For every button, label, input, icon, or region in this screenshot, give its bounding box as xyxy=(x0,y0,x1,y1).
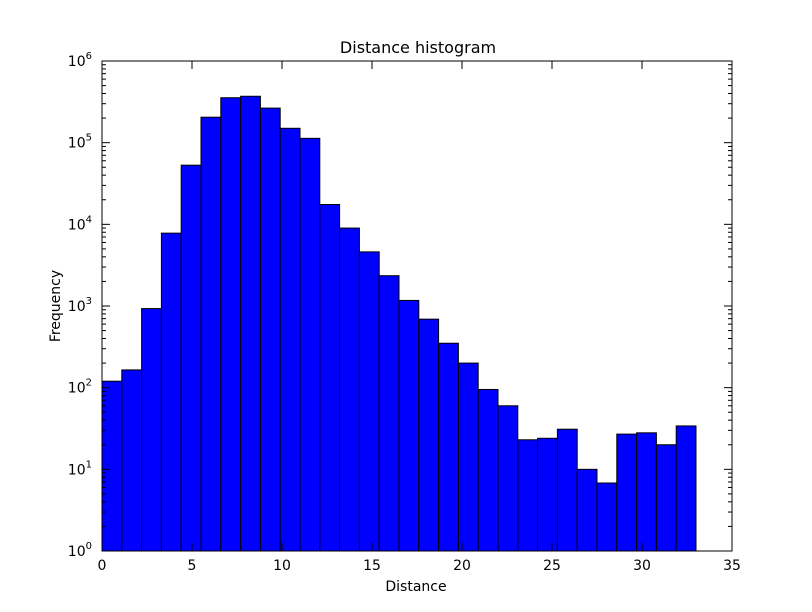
histogram-bar xyxy=(556,428,578,552)
histogram-bar xyxy=(279,127,301,552)
histogram-bar xyxy=(299,137,321,552)
histogram-bar xyxy=(259,107,281,552)
histogram-bar xyxy=(576,468,598,552)
histogram-bar xyxy=(675,425,697,552)
y-tick-label: 100 xyxy=(68,541,92,560)
histogram-bar xyxy=(240,95,261,552)
bars-group xyxy=(101,95,697,552)
histogram-bar xyxy=(655,444,677,552)
y-tick-label: 105 xyxy=(68,133,92,152)
y-tick-label: 101 xyxy=(68,459,92,478)
histogram-bar xyxy=(596,482,618,552)
histogram-bar xyxy=(160,232,182,552)
x-tick-label: 30 xyxy=(633,558,651,574)
y-tick-label: 106 xyxy=(68,51,92,70)
histogram-bar xyxy=(141,308,162,552)
x-tick-label: 35 xyxy=(723,558,741,574)
histogram-bar xyxy=(180,164,202,552)
y-tick-label: 104 xyxy=(68,214,92,233)
x-tick-label: 15 xyxy=(363,558,381,574)
histogram-bar xyxy=(220,97,242,552)
histogram-bar xyxy=(101,380,123,552)
x-tick-label: 25 xyxy=(543,558,561,574)
histogram-bar xyxy=(537,437,558,552)
histogram-bar xyxy=(636,432,657,552)
x-axis-label: Distance xyxy=(385,579,446,595)
histogram-bar xyxy=(121,369,143,552)
histogram-bar xyxy=(616,433,638,552)
histogram-bar xyxy=(358,251,380,552)
histogram-bar xyxy=(438,342,459,552)
x-tick-label: 0 xyxy=(98,558,107,574)
y-axis-ticks: 100 101 102 103 104 105 106 xyxy=(68,51,732,560)
histogram-bar xyxy=(517,439,539,552)
histogram-bar xyxy=(339,227,360,552)
y-tick-label: 102 xyxy=(68,378,92,397)
y-tick-label: 103 xyxy=(68,296,92,315)
histogram-bar xyxy=(398,299,420,552)
histogram-bar xyxy=(200,116,222,552)
chart-title: Distance histogram xyxy=(340,38,496,57)
histogram-bar xyxy=(378,275,400,552)
y-axis-label: Frequency xyxy=(48,270,64,342)
histogram-bar xyxy=(319,203,341,552)
x-tick-label: 20 xyxy=(453,558,471,574)
histogram-bar xyxy=(477,388,499,552)
histogram-bar xyxy=(497,405,519,552)
x-tick-label: 5 xyxy=(188,558,197,574)
histogram-bar xyxy=(418,318,440,552)
x-tick-label: 10 xyxy=(273,558,291,574)
x-axis-ticks: 0 5 10 15 20 25 30 35 xyxy=(98,61,741,574)
histogram-bar xyxy=(457,362,479,552)
